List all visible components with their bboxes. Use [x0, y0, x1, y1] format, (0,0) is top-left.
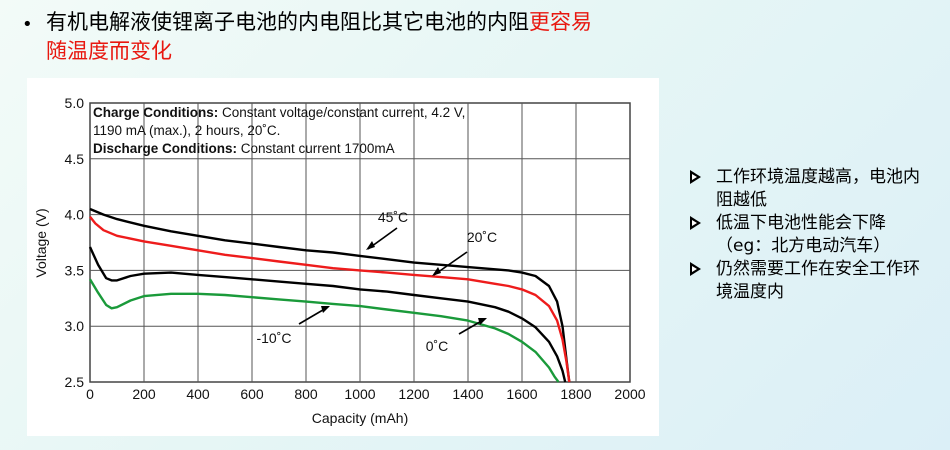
annotation-45c: 45˚C	[378, 209, 408, 225]
y-tick-label: 4.0	[65, 207, 85, 223]
y-tick-label: 3.0	[65, 318, 85, 334]
x-tick-label: 200	[132, 386, 156, 402]
discharge-chart: 0 200 400 600 800 1000 1200 1400 1600 1800 2000 2.…	[27, 78, 659, 436]
grid-lines	[90, 103, 630, 382]
y-tick-labels: 2.5 3.0 3.5 4.0 4.5 5.0	[65, 95, 85, 390]
title-highlight: 更容易	[529, 10, 592, 34]
side-point-text: 工作环境温度越高，电池内阻越低	[716, 167, 920, 210]
series-line-minus10Cc	[88, 278, 560, 383]
x-tick-label: 1000	[344, 386, 375, 402]
x-tick-label: 800	[294, 386, 318, 402]
slide-title: 有机电解液使锂离子电池的内电阻比其它电池的内阻更容易 随温度而变化	[46, 8, 726, 66]
title-text: 有机电解液使锂离子电池的内电阻比其它电池的内阻	[46, 10, 529, 34]
arrow-bullet-icon	[690, 216, 701, 230]
series-line-45Cc	[89, 207, 571, 383]
y-tick-label: 5.0	[65, 95, 85, 111]
x-tick-label: 2000	[614, 386, 645, 402]
side-point-text: 低温下电池性能会下降（eg：北方电动汽车）	[716, 213, 891, 256]
title-line2: 随温度而变化	[46, 39, 172, 63]
discharge-conditions-text: Constant current 1700mA	[237, 141, 395, 156]
discharge-conditions: Discharge Conditions: Constant current 1…	[93, 141, 395, 156]
y-axis-label: Voltage (V)	[33, 208, 49, 277]
x-tick-label: 0	[86, 386, 94, 402]
arrow-45c-head	[366, 241, 375, 250]
x-tick-label: 1200	[398, 386, 429, 402]
side-bullet-list: 工作环境温度越高，电池内阻越低 低温下电池性能会下降（eg：北方电动汽车） 仍然…	[690, 166, 930, 304]
side-point: 低温下电池性能会下降（eg：北方电动汽车）	[690, 212, 930, 258]
charge-conditions-label: Charge Conditions:	[93, 105, 218, 120]
x-tick-label: 400	[186, 386, 210, 402]
charge-conditions-line1: Charge Conditions: Constant voltage/cons…	[93, 105, 465, 120]
x-axis-label: Capacity (mAh)	[312, 410, 408, 426]
annotation-20c: 20˚C	[467, 229, 497, 245]
series-line-0Cc	[88, 246, 567, 383]
arrow-20c-head	[432, 267, 441, 276]
side-point-text: 仍然需要工作在安全工作环境温度内	[716, 259, 920, 302]
arrow-minus10c-head	[321, 306, 330, 313]
side-point: 仍然需要工作在安全工作环境温度内	[690, 258, 930, 304]
arrow-bullet-icon	[690, 262, 701, 276]
arrow-bullet-icon	[690, 170, 701, 184]
title-bullet: •	[22, 14, 33, 35]
x-tick-label: 600	[240, 386, 264, 402]
charge-conditions-line2: 1190 mA (max.), 2 hours, 20˚C.	[93, 123, 280, 138]
x-tick-label: 1600	[506, 386, 537, 402]
x-tick-label: 1400	[452, 386, 483, 402]
x-tick-label: 1800	[560, 386, 591, 402]
y-tick-label: 3.5	[65, 262, 85, 278]
arrow-0c-head	[478, 318, 487, 325]
y-tick-label: 2.5	[65, 374, 85, 390]
annotation-minus10c: -10˚C	[256, 330, 291, 346]
y-tick-label: 4.5	[65, 151, 85, 167]
series-line-20Cc	[89, 216, 571, 383]
discharge-conditions-label: Discharge Conditions:	[93, 141, 237, 156]
charge-conditions-text: Constant voltage/constant current, 4.2 V…	[218, 105, 465, 120]
annotation-0c: 0˚C	[426, 338, 449, 354]
x-tick-labels: 0 200 400 600 800 1000 1200 1400 1600 1800 2000	[86, 386, 646, 402]
chart-svg: 0 200 400 600 800 1000 1200 1400 1600 1800 2000 2.…	[33, 95, 646, 426]
side-point: 工作环境温度越高，电池内阻越低	[690, 166, 930, 212]
series-lines	[88, 207, 571, 383]
